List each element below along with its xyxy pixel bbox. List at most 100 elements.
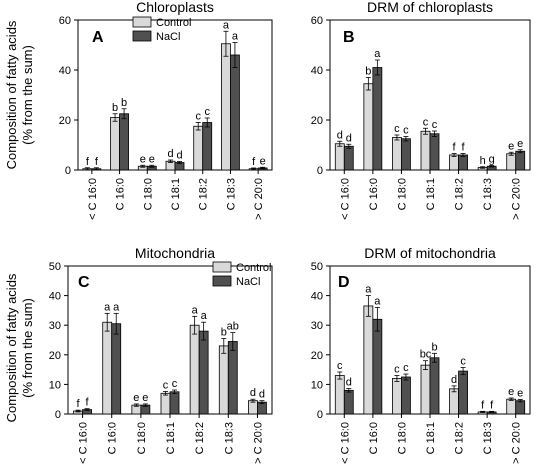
y-tick-label: 20 xyxy=(311,115,323,127)
x-tick-label: C 18:2 xyxy=(454,178,466,210)
bar-nacl xyxy=(343,145,354,171)
significance-letter: c xyxy=(394,123,400,135)
significance-letter: g xyxy=(489,154,495,166)
significance-letter: c xyxy=(204,106,210,118)
panel-title: Chloroplasts xyxy=(136,0,214,15)
significance-letter: e xyxy=(517,138,523,150)
legend-label: NaCl xyxy=(156,31,180,43)
significance-letter: c xyxy=(163,380,169,392)
y-tick-label: 10 xyxy=(49,379,61,391)
significance-letter: a xyxy=(113,301,120,313)
y-tick-label: 30 xyxy=(311,320,323,332)
x-tick-label: C 18:0 xyxy=(396,178,408,210)
significance-letter: e xyxy=(260,155,266,167)
significance-letter: d xyxy=(451,374,457,386)
significance-letter: e xyxy=(140,153,146,165)
y-tick-label: 40 xyxy=(311,291,323,303)
x-tick-label: < C 16:0 xyxy=(78,422,90,464)
x-tick-label: C 18:1 xyxy=(165,422,177,454)
significance-letter: a xyxy=(104,301,111,313)
legend-swatch xyxy=(212,261,232,273)
bar-control xyxy=(221,43,231,171)
bar-nacl xyxy=(401,138,411,171)
panel-b: DRM of chloroplasts B 0 20 40 60 < C 16:0 d d C 1… xyxy=(311,0,531,220)
significance-letter: e xyxy=(133,392,139,404)
significance-letter: c xyxy=(432,119,438,131)
y-axis-label-top-line1: Composition of fatty acids xyxy=(4,20,19,169)
significance-letter: b xyxy=(221,327,227,339)
bar-nacl xyxy=(169,391,180,415)
x-tick-label: C 18:1 xyxy=(170,178,182,210)
y-tick-label: 20 xyxy=(59,115,71,127)
legend-swatch xyxy=(132,30,152,42)
significance-letter: f xyxy=(86,156,90,168)
bar-nacl xyxy=(198,330,209,415)
significance-letter: d xyxy=(250,387,256,399)
bar-control xyxy=(189,324,200,415)
panel-letter: A xyxy=(92,29,104,46)
panel-letter: B xyxy=(343,29,355,46)
x-tick-label: < C 16:0 xyxy=(339,178,351,220)
y-tick-label: 40 xyxy=(311,65,323,77)
panel-title: DRM of mitochondria xyxy=(364,245,496,261)
bar-nacl xyxy=(515,150,526,171)
bar-nacl xyxy=(202,122,213,171)
bar-nacl xyxy=(429,357,440,415)
bar-control xyxy=(334,375,345,415)
significance-letter: a xyxy=(365,284,372,296)
y-tick-label: 50 xyxy=(49,261,61,273)
significance-letter: c xyxy=(394,364,400,376)
bar-nacl xyxy=(458,370,468,415)
panel-title: Mitochondria xyxy=(135,245,215,261)
significance-letter: d xyxy=(346,377,352,389)
legend-label: NaCl xyxy=(236,276,260,288)
bar-nacl xyxy=(372,67,383,171)
significance-letter: c xyxy=(195,111,201,123)
y-axis-label-top-line2: (% from the sum) xyxy=(20,45,35,145)
significance-letter: d xyxy=(259,389,265,401)
significance-letter: f xyxy=(77,398,81,410)
y-tick-label: 0 xyxy=(65,165,71,177)
x-tick-label: < C 16:0 xyxy=(87,178,99,220)
x-tick-label: C 16:0 xyxy=(115,178,127,210)
significance-letter: c xyxy=(403,125,409,137)
x-tick-label: > C 20:0 xyxy=(253,178,265,220)
legend-swatch xyxy=(132,16,152,28)
bar-nacl xyxy=(401,376,411,415)
significance-letter: a xyxy=(374,48,381,60)
x-tick-label: C 18:3 xyxy=(223,422,235,454)
legend-label: Control xyxy=(156,17,191,29)
significance-letter: ab xyxy=(227,321,239,333)
bar-nacl xyxy=(515,400,526,415)
bar-nacl xyxy=(111,323,122,415)
significance-letter: d xyxy=(176,150,182,162)
significance-letter: b xyxy=(121,97,127,109)
x-tick-label: C 18:2 xyxy=(198,178,210,210)
bar-control xyxy=(506,153,517,171)
y-tick-label: 20 xyxy=(49,350,61,362)
y-tick-label: 0 xyxy=(55,409,61,421)
bar-nacl xyxy=(429,133,440,171)
bar-control xyxy=(193,125,204,171)
y-axis-label-bottom-line2: (% from the sum) xyxy=(20,298,35,398)
bar-control xyxy=(363,305,374,415)
legend: Control NaCl xyxy=(132,16,191,43)
significance-letter: e xyxy=(508,386,514,398)
bar-nacl xyxy=(230,54,240,171)
x-tick-label: C 18:3 xyxy=(482,178,494,210)
x-tick-label: C 16:0 xyxy=(368,422,380,454)
significance-letter: a xyxy=(232,31,239,43)
legend-swatch xyxy=(212,275,232,287)
significance-letter: a xyxy=(223,19,230,31)
x-tick-label: C 18:0 xyxy=(142,178,154,210)
x-tick-label: C 16:0 xyxy=(368,178,380,210)
bar-nacl xyxy=(119,113,129,171)
significance-letter: a xyxy=(374,295,381,307)
significance-letter: f xyxy=(453,142,457,154)
significance-letter: a xyxy=(192,304,199,316)
bar-control xyxy=(392,137,402,171)
significance-letter: e xyxy=(142,392,148,404)
significance-letter: a xyxy=(201,310,208,322)
